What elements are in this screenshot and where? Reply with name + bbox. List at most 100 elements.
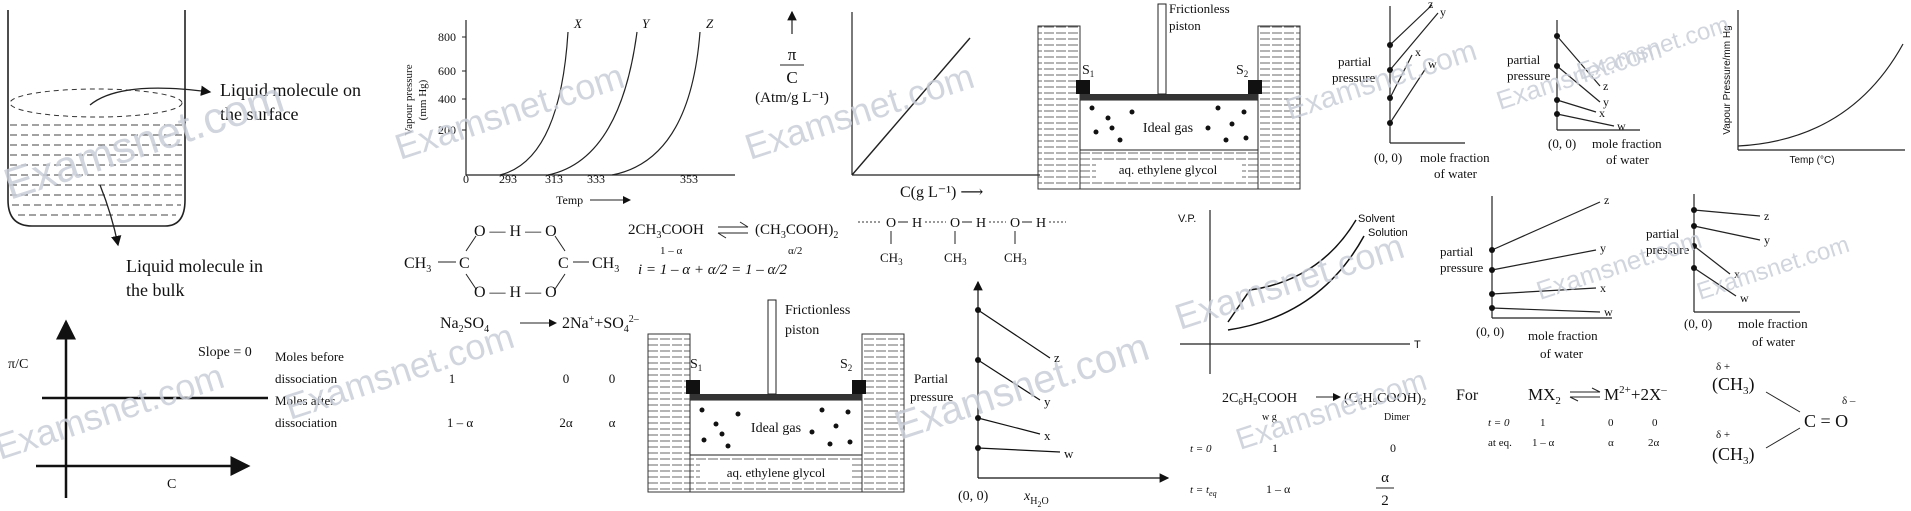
piston-plate [1080, 94, 1258, 100]
pp-ylabel-1: partial [1440, 244, 1474, 259]
watermark: Examsnet.com [1533, 224, 1706, 306]
pp-line-x: x [1600, 281, 1606, 295]
beaker-diagram: Liquid molecule on the surface Liquid mo… [7, 10, 361, 300]
bulk-label-1: Liquid molecule in [126, 256, 263, 276]
t0-label: t = 0 [1190, 443, 1212, 455]
left-methyl: CH3 [404, 255, 431, 275]
row2-value: 2α [559, 415, 573, 430]
pp-ylabel-2: pressure [1646, 242, 1690, 257]
curve-y [547, 31, 638, 176]
mx2-products: M2++2X– [1604, 384, 1667, 404]
mx2-row2-value: 1 – α [1532, 437, 1555, 449]
acetic-left-amount: 1 – α [660, 245, 683, 257]
curve-y-label: Y [642, 16, 651, 31]
s2-label: S2 [840, 357, 852, 373]
xh2o-origin: (0, 0) [958, 489, 989, 504]
right-wall [1257, 25, 1301, 190]
chain-atom: O [1010, 216, 1020, 231]
xh2o-line-y: y [1044, 394, 1051, 409]
right-methyl: CH3 [592, 255, 619, 275]
pp-line-y: y [1440, 5, 1446, 19]
acetic-product: (CH3COOH)2 [755, 222, 838, 241]
liquid-label: aq. ethylene glycol [1119, 162, 1218, 177]
pp-xlabel-1: mole fraction [1420, 150, 1490, 165]
liquid-label-bg [700, 463, 852, 481]
vp-temp-xtick: 293 [499, 172, 517, 186]
osmotic-line [851, 37, 971, 176]
row2-value: α [609, 415, 616, 430]
vp-temp-ytick: 200 [438, 123, 456, 137]
teq-frac-den: 2 [1381, 493, 1389, 509]
vant-hoff-factor: i = 1 – α + α/2 = 1 – α/2 [638, 262, 787, 278]
surface-label-1: Liquid molecule on [220, 80, 361, 100]
gas-molecules [699, 407, 853, 449]
top-hbond: O — H — O [474, 223, 557, 240]
left-wall [647, 333, 691, 493]
piston-label-1: Frictionless [1169, 1, 1230, 16]
xh2o-ylabel-2: pressure [910, 389, 954, 404]
osmotic-xlabel: C(g L⁻¹) ⟶ [900, 184, 983, 201]
gas-molecules [1089, 105, 1249, 143]
vp-temp-ytick: 400 [438, 92, 456, 106]
watermark: Examsnet.com [1170, 225, 1409, 338]
benzoic-reactant-note: w g [1262, 412, 1277, 423]
na2so4-products: 2Na++SO42– [562, 314, 640, 335]
watermark: Examsnet.com [0, 355, 229, 468]
curve-z [611, 31, 701, 176]
pp-decreasing-graph-top: z y x w partial pressure (0, 0) mole fra… [1507, 20, 1662, 167]
methyl-top: (CH3) [1712, 374, 1755, 397]
mx2-for: For [1456, 387, 1479, 404]
pp-ylabel-1: partial [1338, 54, 1372, 69]
piston-setup-bottom: Frictionless piston S1 S2 Ideal gas aq. … [647, 299, 905, 493]
vp-exp-xlabel: Temp (°C) [1789, 155, 1834, 166]
vp-temp-xlabel: Temp [556, 193, 583, 207]
t0-value: 1 [1272, 441, 1278, 455]
pp-ylabel-2: pressure [1507, 68, 1551, 83]
pi-c-graph: π/C C Slope = 0 [8, 319, 268, 498]
watermark: Examsnet.com [1282, 34, 1481, 127]
pp-xlabel-1: mole fraction [1592, 136, 1662, 151]
teq-frac-num: α [1381, 470, 1389, 486]
mx2-row1-value: 0 [1608, 417, 1614, 429]
pp-line-x: x [1415, 45, 1421, 59]
left-wall [1037, 25, 1081, 190]
pp-origin: (0, 0) [1476, 324, 1504, 339]
chain-atom: H [912, 216, 922, 231]
methyl-bottom: (CH3) [1712, 444, 1755, 467]
beaker-outline [7, 10, 186, 227]
pp-origin: (0, 0) [1548, 136, 1576, 151]
row1-label-1: Moles before [275, 349, 344, 364]
vp-temp-xtick: 353 [680, 172, 698, 186]
pp-line-w: w [1740, 291, 1749, 305]
pp-line-z: z [1604, 193, 1609, 207]
pic-slope-label: Slope = 0 [198, 345, 252, 360]
bottom-hbond: O — H — O [474, 284, 557, 301]
vp-temp-ylabel-2: (mm Hg) [417, 79, 429, 120]
vp-solution-graph: V.P. T Solvent Solution [1178, 210, 1421, 374]
vp-temp-graph: 800 600 400 200 0 293 313 333 353 Vapour… [403, 16, 735, 207]
pp-xlabel-1: mole fraction [1528, 328, 1598, 343]
vp-temp-ytick: 600 [438, 64, 456, 78]
bond [554, 273, 566, 290]
row1-value: 1 [449, 371, 456, 386]
teq-value: 1 – α [1266, 482, 1291, 496]
mx2-row2-value: 2α [1648, 437, 1660, 449]
row2-label-2: dissociation [275, 415, 338, 430]
pp-line-y: y [1600, 241, 1606, 255]
carbon-right: C [558, 255, 569, 272]
acetic-right-amount: α/2 [788, 245, 802, 257]
pp-xlabel-2: of water [1540, 346, 1584, 361]
equilibrium-arrows [1569, 387, 1601, 402]
teq-label: t = teq [1190, 484, 1217, 498]
pp-line-w: w [1604, 305, 1613, 319]
chain-atom: H [1036, 216, 1046, 231]
chain-methyl: CH3 [880, 250, 903, 267]
gas-chamber [689, 399, 863, 456]
chain-methyl: CH3 [1004, 250, 1027, 267]
mx2-row1-label: t = 0 [1488, 417, 1510, 429]
watermark: Examsnet.com [889, 325, 1154, 449]
benzoic-dimerisation: 2C6H5COOH (C6H5COOH)2 w g Dimer t = 0 1 … [1190, 391, 1426, 509]
osmotic-graph: π C (Atm/g L⁻¹) C(g L⁻¹) ⟶ [755, 10, 1040, 201]
liquid-surface [9, 88, 183, 118]
